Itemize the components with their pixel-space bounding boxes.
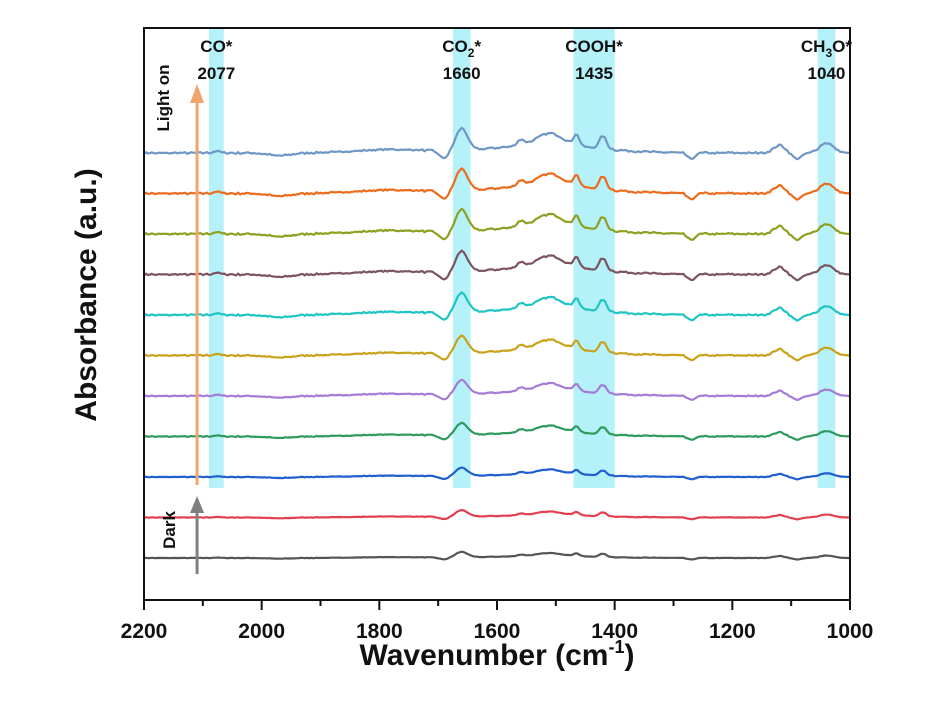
series-line-2: [143, 466, 850, 481]
band-label-name: CH3O*: [801, 37, 852, 60]
series-line-6: [143, 291, 850, 322]
x-tick-label: 1600: [474, 620, 521, 643]
annotation-arrows: Light on Dark: [154, 64, 205, 574]
x-tick-label: 1800: [356, 620, 403, 643]
y-axis-title: Absorbance (a.u.): [70, 168, 103, 421]
band-co: [209, 28, 224, 488]
series-line-1: [143, 508, 850, 521]
x-tick-label: 2000: [238, 620, 285, 643]
x-tick-label: 1200: [709, 620, 756, 643]
spectra-series: [143, 126, 850, 561]
light-on-arrowhead-icon: [190, 84, 205, 103]
series-line-4: [143, 378, 850, 402]
x-axis-title: Wavenumber (cm-1): [360, 637, 635, 672]
band-cooh: [573, 28, 615, 488]
dark-arrowhead-icon: [190, 496, 205, 513]
series-line-3: [143, 421, 850, 441]
band-label-wavenumber: 1040: [808, 64, 846, 83]
x-tick-label: 1400: [591, 620, 638, 643]
band-label-wavenumber: 2077: [197, 64, 235, 83]
band-co2: [452, 28, 471, 488]
light-on-label: Light on: [154, 64, 173, 131]
series-line-7: [143, 249, 850, 282]
series-line-8: [143, 207, 850, 242]
band-label-name: CO*: [200, 37, 233, 56]
series-line-10: [143, 126, 850, 161]
band-ch3o: [817, 28, 836, 488]
band-label-name: COOH*: [565, 37, 623, 56]
x-axis-ticks: 2200 2000 1800 1600 1400 1200 1000: [121, 600, 874, 643]
dark-label: Dark: [160, 511, 179, 549]
series-line-5: [143, 334, 850, 362]
series-line-9: [143, 167, 850, 201]
series-line-0: [143, 550, 850, 561]
x-tick-label: 1000: [827, 620, 874, 643]
band-label-wavenumber: 1435: [575, 64, 613, 83]
band-labels: CO* 2077 CO2* 1660 COOH* 1435 CH3O* 1040: [197, 37, 852, 83]
x-tick-label: 2200: [121, 620, 168, 643]
band-label-name: CO2*: [442, 37, 481, 60]
highlight-bands: [209, 28, 836, 488]
band-label-wavenumber: 1660: [443, 64, 481, 83]
